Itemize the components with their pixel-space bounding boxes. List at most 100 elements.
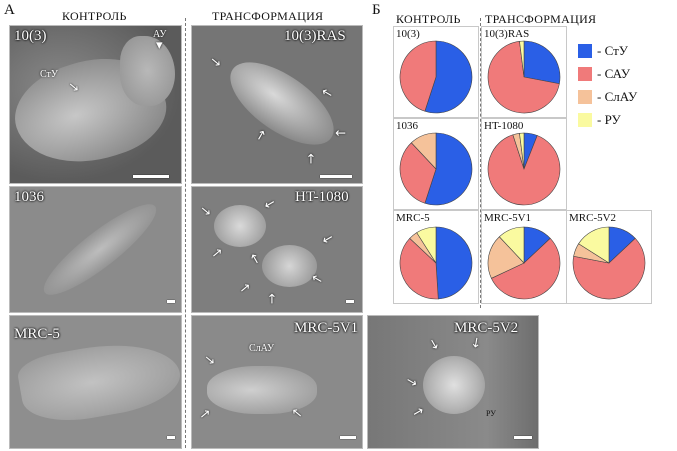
- micrograph-label: HT-1080: [295, 189, 349, 205]
- arrow-icon: →: [318, 229, 336, 248]
- micrograph-10-3: 10(3) АУ ▾ СтУ →: [9, 25, 182, 184]
- arrow-icon: →: [200, 351, 219, 370]
- arrow-icon: →: [318, 83, 336, 102]
- pie-title: HT-1080: [484, 120, 524, 132]
- scale-bar: [340, 436, 356, 439]
- legend-label: - САУ: [597, 66, 631, 81]
- pie-slice-2: [572, 237, 646, 300]
- scale-bar: [346, 300, 354, 303]
- micrograph-10-3-ras: 10(3)RAS → → → → →: [191, 25, 363, 184]
- micrograph-label: 10(3)RAS: [284, 28, 346, 44]
- arrow-icon: →: [196, 405, 215, 424]
- pie-chart-10-3-ras: 10(3)RAS: [481, 26, 567, 118]
- pie-chart-mrc-5v1: MRC-5V1: [481, 210, 567, 304]
- panel-a-header-transform: ТРАНСФОРМАЦИЯ: [212, 9, 324, 23]
- pie-svg: [487, 132, 561, 206]
- annotation-au: АУ: [153, 29, 167, 40]
- legend-swatch: [578, 113, 592, 127]
- pie-title: MRC-5V2: [569, 212, 617, 224]
- annotation-ru: РУ: [486, 409, 496, 418]
- arrow-icon: →: [252, 127, 271, 144]
- pie-chart-mrc-5v2: MRC-5V2: [566, 210, 652, 304]
- pie-title: MRC-5V1: [484, 212, 532, 224]
- pie-slice-3: [487, 236, 525, 279]
- micrograph-label: 1036: [14, 189, 44, 205]
- pie-svg: [487, 226, 561, 300]
- pie-slice-2: [399, 142, 437, 204]
- pie-slice-2: [487, 40, 560, 114]
- pie-slice-3: [410, 132, 437, 170]
- pie-slice-2: [399, 237, 439, 300]
- legend-item-sau: - САУ: [578, 66, 630, 82]
- cell-shape: [34, 192, 166, 307]
- micrograph-mrc-5: MRC-5: [9, 315, 182, 449]
- arrow-icon: →: [260, 194, 278, 213]
- pie-title: 10(3): [396, 28, 420, 40]
- micrograph-mrc-5v2: MRC-5V2 → → → → РУ: [367, 315, 539, 449]
- panel-b-divider: [480, 18, 482, 308]
- cell-shape: [423, 356, 485, 414]
- micrograph-label: MRC-5V1: [294, 320, 359, 336]
- pie-chart-10-3: 10(3): [393, 26, 479, 118]
- scale-bar: [320, 175, 352, 178]
- pie-chart-mrc-5: MRC-5: [393, 210, 479, 304]
- pie-chart-1036: 1036: [393, 118, 479, 210]
- pie-slice-1: [424, 132, 473, 206]
- scale-bar: [514, 436, 532, 439]
- pie-slice-1: [424, 40, 473, 114]
- pie-slice-2: [487, 134, 561, 206]
- arrow-icon: →: [206, 53, 225, 72]
- panel-a-header-control: КОНТРОЛЬ: [62, 9, 127, 23]
- micrograph-mrc-5v1: MRC-5V1 СлАУ → → →: [191, 315, 363, 449]
- panel-a-letter: А: [4, 2, 15, 18]
- legend-item-ru: - РУ: [578, 112, 621, 128]
- arrow-icon: →: [467, 335, 484, 350]
- panel-b-header-control: КОНТРОЛЬ: [396, 12, 461, 26]
- legend-swatch: [578, 90, 592, 104]
- legend-item-stu: - СтУ: [578, 43, 628, 59]
- pie-slice-2: [399, 40, 437, 112]
- legend-label: - СлАУ: [597, 89, 638, 104]
- pie-title: 10(3)RAS: [484, 28, 530, 40]
- pie-slice-1: [523, 40, 561, 85]
- arrow-icon: →: [335, 125, 346, 140]
- panel-b-letter: Б: [372, 2, 381, 18]
- scale-bar: [167, 300, 175, 303]
- micrograph-1036: 1036: [9, 186, 182, 313]
- arrow-icon: →: [402, 373, 420, 392]
- cell-shape: [214, 205, 266, 247]
- pie-title: MRC-5: [396, 212, 430, 224]
- arrow-icon: →: [196, 202, 215, 221]
- arrow-icon: →: [236, 279, 255, 298]
- pie-slice-4: [519, 40, 525, 78]
- panel-b-header-transform: ТРАНСФОРМАЦИЯ: [485, 12, 597, 26]
- cell-shape: [217, 46, 347, 161]
- micrograph-ht-1080: HT-1080 → → → → → → → →: [191, 186, 363, 313]
- legend-swatch: [578, 67, 592, 81]
- pie-svg: [572, 226, 646, 300]
- pie-title: 1036: [396, 120, 418, 132]
- arrow-icon: →: [208, 244, 227, 263]
- legend-label: - СтУ: [597, 43, 628, 58]
- pie-svg: [399, 226, 473, 300]
- scale-bar: [167, 436, 175, 439]
- micrograph-label: MRC-5: [14, 326, 60, 342]
- annotation-stu: СтУ: [40, 69, 58, 80]
- arrow-icon: →: [264, 293, 280, 304]
- pie-svg: [399, 40, 473, 114]
- pie-slice-4: [578, 226, 610, 264]
- pie-chart-ht-1080: HT-1080: [481, 118, 567, 210]
- pie-slice-2: [491, 237, 561, 300]
- micrograph-label: MRC-5V2: [454, 320, 519, 336]
- cell-shape: [262, 245, 317, 287]
- legend-swatch: [578, 44, 592, 58]
- pie-svg: [487, 40, 561, 114]
- legend-item-slau: - СлАУ: [578, 89, 637, 105]
- arrow-icon: →: [303, 153, 319, 164]
- arrow-down-icon: ▾: [156, 38, 163, 53]
- cell-lamella: [120, 36, 175, 106]
- pie-slice-4: [416, 226, 437, 265]
- cell-shape: [15, 332, 181, 430]
- scale-bar: [133, 175, 169, 178]
- arrow-icon: →: [409, 403, 427, 422]
